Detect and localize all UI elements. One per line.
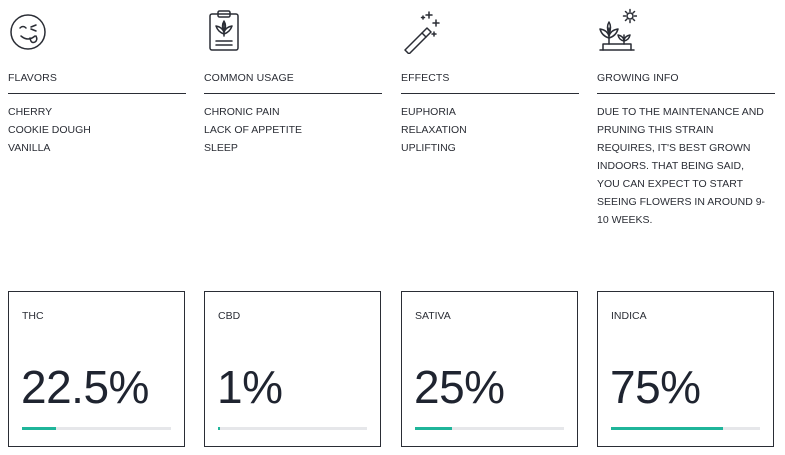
progress-fill: [415, 427, 453, 430]
flavors-list: CHERRY COOKIE DOUGH VANILLA: [8, 103, 186, 157]
list-item: EUPHORIA: [401, 106, 456, 118]
growing-info-text: DUE TO THE MAINTENANCE AND PRUNING THIS …: [597, 106, 766, 226]
flavors-column: FLAVORS CHERRY COOKIE DOUGH VANILLA: [8, 8, 186, 157]
progress-track: [22, 427, 171, 430]
common-usage-title: COMMON USAGE: [204, 72, 382, 94]
progress-fill: [611, 427, 723, 430]
progress-track: [415, 427, 564, 430]
list-item: RELAXATION: [401, 124, 467, 136]
effects-column: EFFECTS EUPHORIA RELAXATION UPLIFTING: [401, 8, 579, 157]
stat-value: 1%: [217, 361, 283, 413]
stat-label: INDICA: [611, 310, 647, 322]
list-item: LACK OF APPETITE: [204, 124, 303, 136]
list-item: CHRONIC PAIN: [204, 106, 280, 118]
thc-stat-card: THC 22.5%: [8, 291, 185, 447]
effects-title: EFFECTS: [401, 72, 579, 94]
list-item: COOKIE DOUGH: [8, 124, 91, 136]
stat-value: 25%: [414, 361, 505, 413]
stat-value: 22.5%: [21, 361, 149, 413]
progress-fill: [218, 427, 221, 430]
list-item: UPLIFTING: [401, 142, 456, 154]
stat-label: CBD: [218, 310, 241, 322]
sativa-stat-card: SATIVA 25%: [401, 291, 578, 447]
progress-fill: [22, 427, 56, 430]
growing-info-column: GROWING INFO DUE TO THE MAINTENANCE AND …: [597, 8, 775, 229]
flavors-title: FLAVORS: [8, 72, 186, 94]
magic-wand-icon: [401, 8, 441, 54]
common-usage-list: CHRONIC PAIN LACK OF APPETITE SLEEP: [204, 103, 382, 157]
progress-track: [611, 427, 760, 430]
list-item: VANILLA: [8, 142, 51, 154]
clipboard-leaf-icon: [204, 8, 244, 54]
cbd-stat-card: CBD 1%: [204, 291, 381, 447]
smiley-tongue-icon: [8, 8, 48, 54]
indica-stat-card: INDICA 75%: [597, 291, 774, 447]
progress-track: [218, 427, 367, 430]
stat-label: SATIVA: [415, 310, 451, 322]
list-item: CHERRY: [8, 106, 53, 118]
growing-info-title: GROWING INFO: [597, 72, 775, 94]
stat-value: 75%: [610, 361, 701, 413]
list-item: SLEEP: [204, 142, 238, 154]
common-usage-column: COMMON USAGE CHRONIC PAIN LACK OF APPETI…: [204, 8, 382, 157]
effects-list: EUPHORIA RELAXATION UPLIFTING: [401, 103, 579, 157]
stat-label: THC: [22, 310, 44, 322]
plant-sun-icon: [597, 8, 637, 54]
